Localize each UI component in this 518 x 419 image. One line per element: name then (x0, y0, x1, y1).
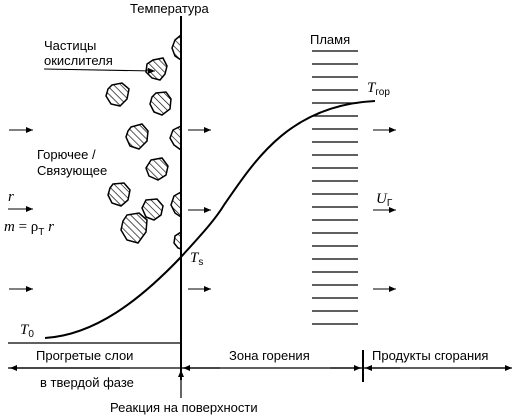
Ug-label: UГ (376, 191, 393, 209)
combustion-zone-label: Зона горения (229, 348, 310, 363)
heated-layers-label-line2: в твердой фазе (40, 375, 134, 390)
fuel-label-line2: Связующее (37, 163, 107, 178)
flame-zone-lines (312, 50, 358, 325)
temperature-profile-curve (44, 100, 376, 339)
T0-label: T0 (20, 322, 34, 340)
fuel-label-line1: Горючее / (37, 147, 96, 162)
burn-rate-symbol: r (8, 189, 14, 205)
products-label: Продукты сгорания (372, 348, 488, 363)
Ts-label: Ts (190, 250, 203, 268)
Tgor-label: Tгор (367, 80, 390, 98)
oxidizer-label-line1: Частицы (44, 38, 96, 53)
oxidizer-particles (105, 57, 172, 244)
surface-particles (169, 33, 182, 251)
flow-arrows (9, 127, 396, 292)
temperature-axis-label: Температура (130, 1, 210, 16)
heated-layers-label-line1: Прогретые слои (36, 348, 133, 363)
oxidizer-pointer-arrow (43, 67, 156, 74)
flame-label: Пламя (310, 32, 350, 47)
surface-reaction-label: Реакция на поверхности (110, 400, 258, 415)
mass-flux-equation: m = ρТ r (4, 219, 54, 238)
oxidizer-label-line2: окислителя (44, 53, 113, 68)
